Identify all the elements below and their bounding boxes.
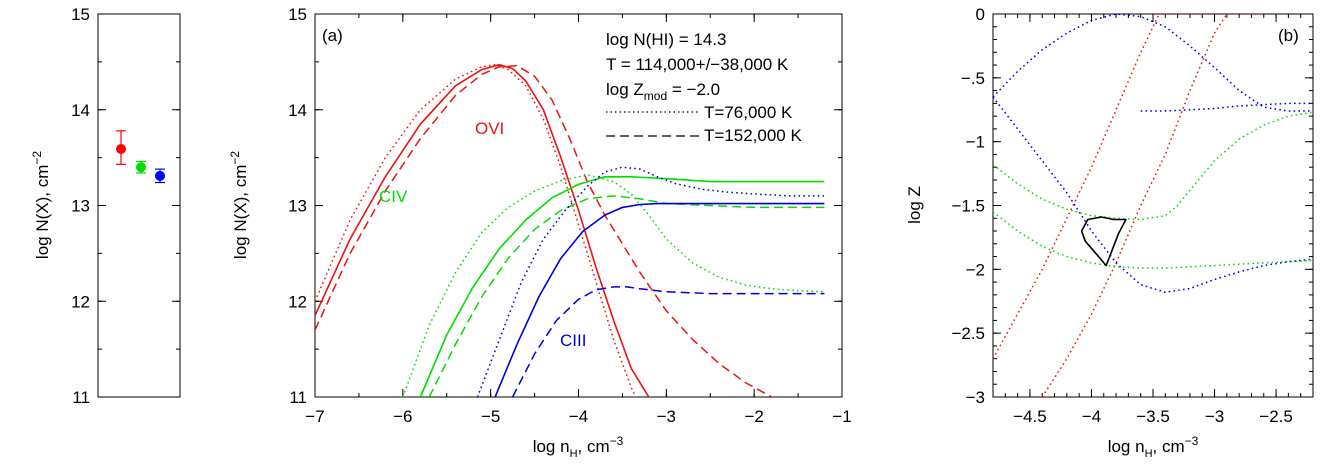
panel-b-plot: −4.5 −4 −3.5 −3 −2.5 0 −.5 −1 −1.5 −2 −2.5 −3	[951, 5, 1314, 426]
panel-b-civ-dotted-line	[993, 111, 1313, 221]
panel-a-ytick-label: 14	[288, 101, 307, 120]
panel-a-ytick-label: 15	[288, 5, 307, 24]
ciii-label: CIII	[560, 331, 586, 350]
left-panel-frame	[97, 13, 181, 398]
panel-b-xtick-label: −3.5	[1136, 407, 1170, 426]
panel-a-ytick-label: 12	[288, 292, 307, 311]
panel-a-ciii-dotted-line	[476, 166, 825, 397]
panel-b-ciii-dotted-line	[993, 14, 1313, 112]
panel-a-xtick-label: −7	[305, 407, 324, 426]
panel-a-ovi-dotted-line	[315, 63, 637, 397]
legend-dashed-label: T=152,000 K	[704, 126, 802, 145]
left-ylabel: log N(X), cm−2	[30, 151, 52, 259]
panel-a-xtick-label: −5	[481, 407, 500, 426]
panel-b-ciii-dotted-line	[993, 96, 1313, 294]
panel-b-xtick-label: −4	[1082, 407, 1101, 426]
legend-line-2: T = 114,000+/−38,000 K	[606, 55, 789, 74]
panel-b-ylabel: log Z	[905, 186, 924, 224]
panel-a-xtick-label: −2	[744, 407, 763, 426]
left-panel-plot: 11 12 13 14 15	[71, 5, 180, 407]
panel-b-xtick-label: −2.5	[1259, 407, 1293, 426]
panel-a-ovi-solid-line	[315, 63, 650, 397]
panel-b-ytick-label: −2	[966, 260, 985, 279]
left-ytick-label: 14	[71, 101, 90, 120]
left-ovi-point	[116, 144, 126, 155]
left-ciii-point	[155, 170, 165, 181]
panel-b-ovi-dotted-line	[1041, 14, 1228, 397]
panel-b-label: (b)	[1278, 26, 1299, 45]
civ-label: CIV	[379, 187, 408, 206]
panel-a-civ-dashed-line	[428, 195, 825, 397]
panel-a-ovi-dashed-line	[315, 64, 775, 397]
legend-dotted-label: T=76,000 K	[704, 103, 793, 122]
panel-b-ciii-dotted-line	[1140, 102, 1313, 112]
left-ytick-label: 13	[71, 197, 90, 216]
panel-b-allowed-region-solid-line	[1080, 216, 1127, 267]
panel-a-series-group	[315, 63, 825, 397]
panel-a-label: (a)	[322, 26, 343, 45]
panel-b-civ-dotted-line	[993, 211, 1313, 269]
panel-a-ytick-label: 11	[289, 388, 307, 407]
panel-a-ytick-label: 13	[288, 197, 307, 216]
left-ytick-label: 12	[71, 292, 90, 311]
panel-a-civ-solid-line	[419, 176, 825, 397]
panel-b-ovi-dotted-line	[993, 14, 1160, 360]
panel-a-xtick-label: −3	[657, 407, 676, 426]
panel-b-ytick-label: 0	[976, 5, 985, 24]
panel-b-ytick-label: −3	[966, 388, 985, 407]
panel-a-ciii-solid-line	[494, 202, 825, 397]
ovi-label: OVI	[475, 119, 504, 138]
panel-b-frame	[992, 13, 1314, 398]
left-ytick-label: 15	[71, 5, 90, 24]
panel-a-ylabel: log N(X), cm−2	[228, 151, 250, 259]
panel-b-xtick-label: −3	[1205, 407, 1224, 426]
left-civ-point	[136, 162, 146, 173]
left-ytick-label: 11	[72, 388, 90, 407]
panel-b-ytick-label: −.5	[961, 69, 985, 88]
panel-b-series-group	[993, 14, 1313, 397]
panel-a-xtick-label: −1	[832, 407, 851, 426]
panel-b-ytick-label: −2.5	[951, 324, 985, 343]
panel-a-xlabel: log nH, cm−3	[533, 434, 624, 460]
legend-line-3: log Zmod = −2.0	[606, 80, 720, 103]
legend-line-1: log N(HI) = 14.3	[606, 30, 726, 49]
panel-a-civ-dotted-line	[402, 174, 825, 397]
panel-a-xtick-label: −6	[393, 407, 412, 426]
panel-b-xlabel: log nH, cm−3	[1108, 434, 1199, 460]
panel-a-ciii-dashed-line	[511, 286, 825, 397]
panel-b-xtick-label: −4.5	[1013, 407, 1047, 426]
panel-a-xtick-label: −4	[569, 407, 588, 426]
panel-a-plot: 11 12 13 14 15 −7 −6 −5 −4 −3 −2 −1	[288, 5, 852, 426]
panel-b-ytick-label: −1	[966, 133, 985, 152]
panel-b-ytick-label: −1.5	[951, 197, 985, 216]
